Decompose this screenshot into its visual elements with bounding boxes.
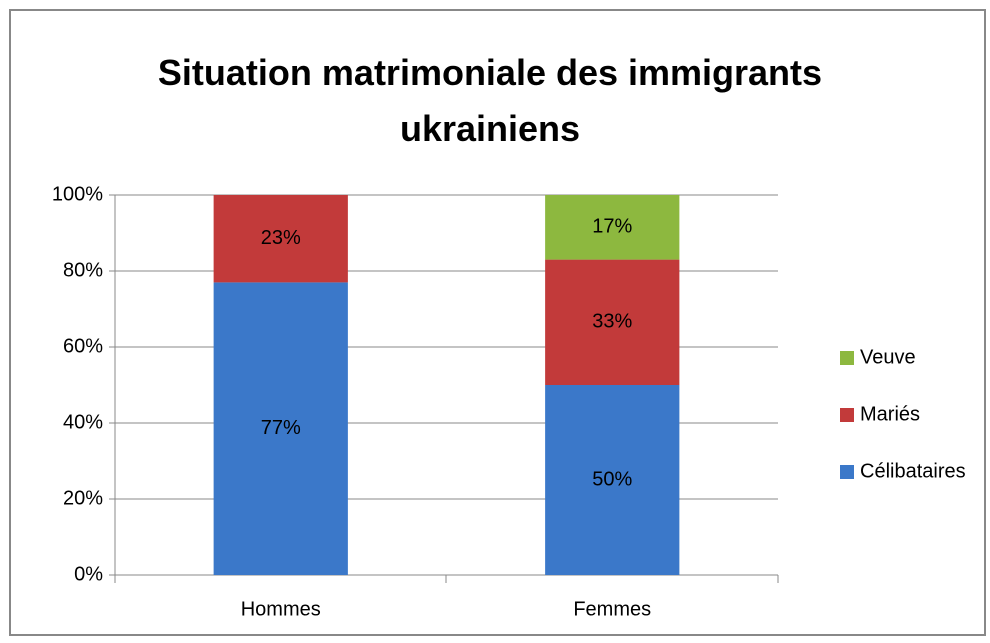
legend-swatch (840, 351, 854, 365)
data-label: 33% (592, 311, 632, 333)
legend-swatch (840, 408, 854, 422)
chart-border (9, 9, 986, 636)
bar-segment (545, 385, 680, 575)
x-tick-label: Hommes (241, 598, 321, 620)
legend-label: Mariés (860, 403, 920, 425)
chart-title: Situation matrimoniale des immigrants uk… (157, 52, 823, 149)
y-tick-label: 40% (63, 411, 103, 433)
y-tick-label: 20% (63, 487, 103, 509)
x-tick-label: Femmes (573, 598, 651, 620)
legend-label: Veuve (860, 346, 916, 368)
y-tick-label: 0% (74, 563, 103, 585)
legend-label: Célibataires (860, 460, 966, 482)
legend-swatch (840, 465, 854, 479)
bar-segment (213, 195, 348, 283)
data-label: 77% (261, 417, 301, 439)
y-tick-label: 80% (63, 259, 103, 281)
bar-segment (545, 259, 680, 385)
y-tick-label: 100% (52, 183, 103, 205)
data-label: 50% (592, 468, 632, 490)
bar-segment (545, 195, 680, 260)
y-tick-label: 60% (63, 335, 103, 357)
data-label: 17% (592, 216, 632, 238)
data-label: 23% (261, 227, 301, 249)
bar-segment (213, 282, 348, 575)
